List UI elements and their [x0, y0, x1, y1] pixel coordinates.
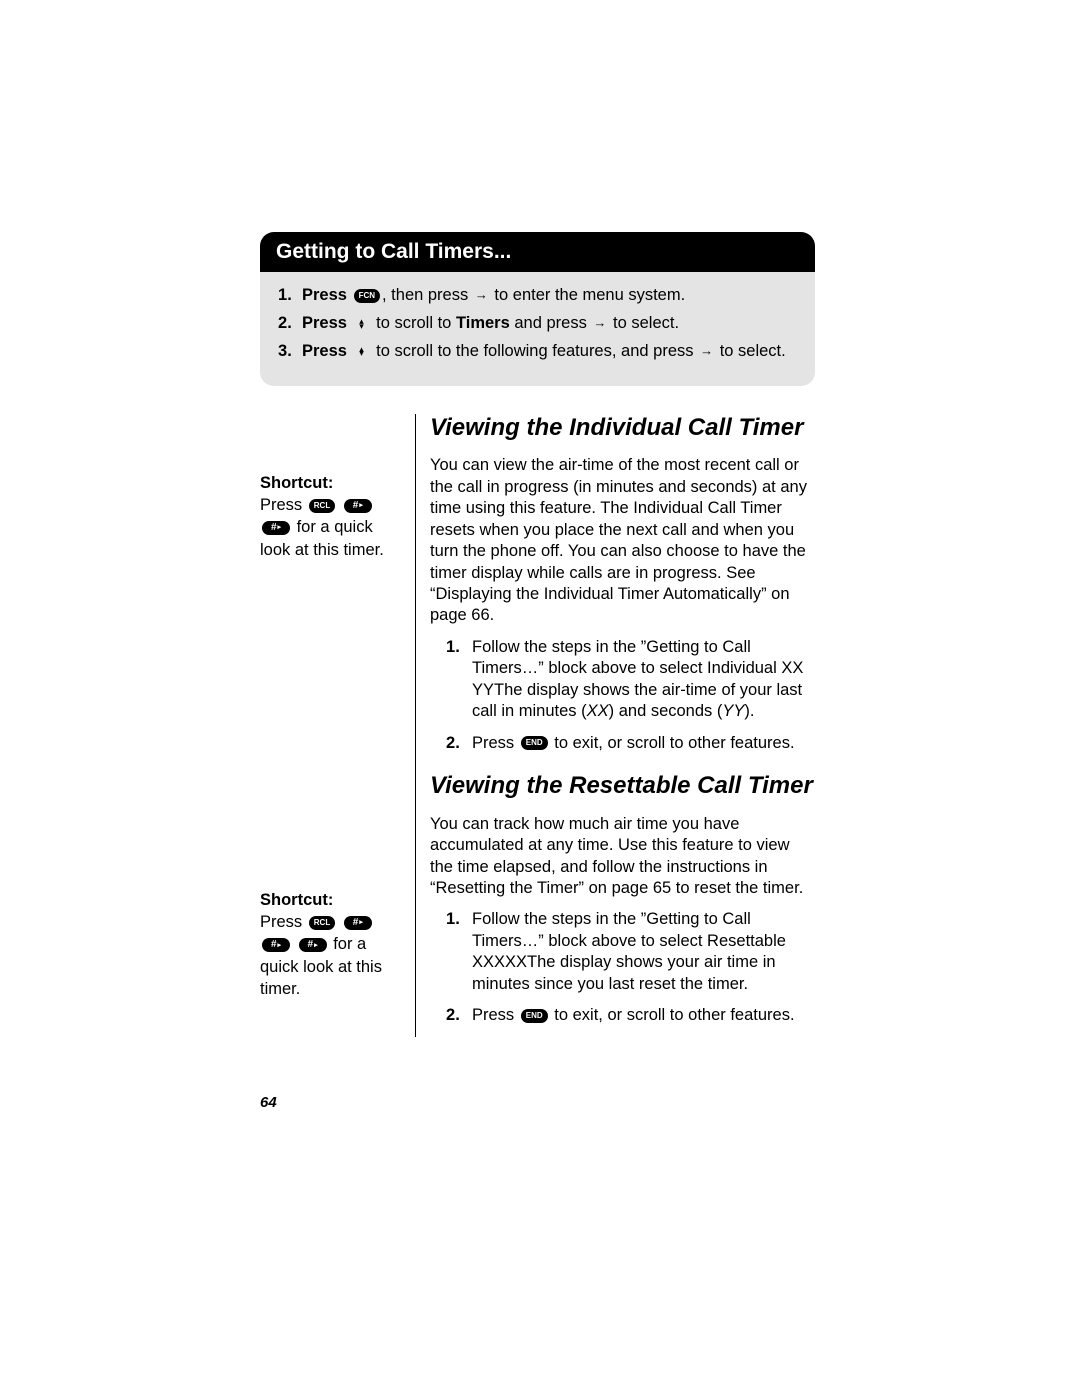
press-label: Press — [302, 342, 347, 360]
step2-text-c: to select. — [613, 314, 679, 332]
step2-text-a: to scroll to — [376, 314, 451, 332]
shortcut1-press: Press — [260, 496, 302, 514]
scroll-icon — [354, 319, 370, 328]
section2-steps: Follow the steps in the ”Getting to Call… — [446, 909, 816, 1026]
section2-para: You can track how much air time you have… — [430, 814, 816, 900]
press-label: Press — [302, 314, 347, 332]
step3-text-b: to select. — [720, 342, 786, 360]
right-arrow-icon — [700, 342, 713, 361]
s1s2-b: to exit, or scroll to other features. — [554, 734, 794, 752]
hash-button-icon — [299, 938, 327, 952]
step3-text-a: to scroll to the following features, and… — [376, 342, 693, 360]
section1-step1: Follow the steps in the ”Getting to Call… — [446, 637, 816, 723]
s1s2-a: Press — [472, 734, 514, 752]
press-label: Press — [302, 286, 347, 304]
scroll-icon — [354, 347, 370, 356]
shortcut-label: Shortcut: — [260, 474, 333, 492]
right-arrow-icon — [475, 286, 488, 305]
xx-var: XX — [587, 702, 609, 720]
fcn-button-icon — [354, 289, 380, 303]
step2-text-b: and press — [514, 314, 586, 332]
hash-button-icon — [344, 499, 372, 513]
section2-step1: Follow the steps in the ”Getting to Call… — [446, 909, 816, 995]
s1s1-a: Follow the steps in the ”Getting to Call… — [472, 638, 777, 677]
content-column: Viewing the Individual Call Timer You ca… — [416, 414, 816, 1037]
section-header: Getting to Call Timers... — [260, 232, 815, 272]
step-1: Press , then press to enter the menu sys… — [278, 284, 797, 308]
end-button-icon — [521, 736, 548, 750]
getting-to-steps-box: Press , then press to enter the menu sys… — [260, 272, 815, 386]
hash-button-icon — [262, 521, 290, 535]
two-column-layout: Shortcut: Press for a quick look at this… — [260, 414, 835, 1037]
shortcut2-press: Press — [260, 913, 302, 931]
step-2: Press to scroll to Timers and press to s… — [278, 312, 797, 336]
s2s2-a: Press — [472, 1006, 514, 1024]
shortcut-1: Shortcut: Press for a quick look at this… — [260, 472, 403, 561]
hash-button-icon — [344, 916, 372, 930]
shortcut-2: Shortcut: Press for a quick look at this… — [260, 889, 403, 1000]
timers-label: Timers — [456, 314, 510, 332]
section1-step2: Press to exit, or scroll to other featur… — [446, 733, 816, 754]
step1-text-a: , then press — [382, 286, 468, 304]
section2-step2: Press to exit, or scroll to other featur… — [446, 1005, 816, 1026]
section2-title: Viewing the Resettable Call Timer — [430, 772, 816, 800]
section1-steps: Follow the steps in the ”Getting to Call… — [446, 637, 816, 754]
end-button-icon — [521, 1009, 548, 1023]
s2s1-a: Follow the steps in the ”Getting to Call… — [472, 910, 786, 949]
rcl-button-icon — [309, 499, 335, 513]
right-arrow-icon — [593, 314, 606, 333]
yy-var: YY — [722, 702, 744, 720]
s1s1-c: ) and seconds ( — [609, 702, 723, 720]
section1-para: You can view the air-time of the most re… — [430, 455, 816, 627]
hash-button-icon — [262, 938, 290, 952]
page-number: 64 — [260, 1094, 277, 1111]
step1-text-b: to enter the menu system. — [494, 286, 685, 304]
shortcut-label: Shortcut: — [260, 891, 333, 909]
s1s1-d: ). — [744, 702, 754, 720]
s2s2-b: to exit, or scroll to other features. — [554, 1006, 794, 1024]
s2s1-code: XXXXX — [472, 953, 527, 971]
sidebar-column: Shortcut: Press for a quick look at this… — [260, 414, 416, 1037]
section1-title: Viewing the Individual Call Timer — [430, 414, 816, 442]
rcl-button-icon — [309, 916, 335, 930]
document-page: Getting to Call Timers... Press , then p… — [260, 232, 835, 1037]
step-3: Press to scroll to the following feature… — [278, 340, 797, 364]
